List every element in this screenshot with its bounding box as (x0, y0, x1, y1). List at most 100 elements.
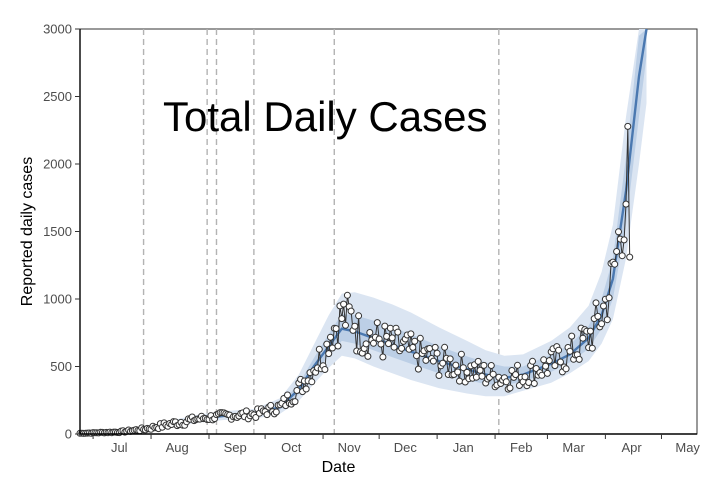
observed-point (291, 398, 299, 406)
observed-point (489, 370, 497, 378)
observed-point (340, 300, 348, 308)
observed-point (474, 357, 482, 365)
observed-point (600, 302, 607, 310)
observed-point (252, 414, 260, 421)
observed-point (529, 357, 536, 365)
axes (79, 29, 697, 435)
observed-point (476, 366, 484, 374)
observed-point (364, 352, 372, 360)
x-tick-label: Mar (562, 440, 585, 455)
observed-point (603, 316, 611, 324)
observed-point (433, 349, 441, 357)
observed-point (439, 359, 447, 367)
observed-point (328, 344, 336, 352)
observed-point (431, 343, 439, 351)
observed-point (347, 307, 355, 315)
observed-point (545, 357, 553, 365)
observed-point (514, 361, 521, 369)
observed-point (478, 372, 486, 380)
observed-point (426, 345, 434, 352)
observed-point (390, 343, 398, 351)
observed-point (441, 343, 449, 351)
y-tick-label: 3000 (43, 22, 72, 37)
observed-point (579, 334, 587, 342)
x-axis-ticks: Jul Aug Sep Oct Nov Dec Jan Feb Mar Apr May (92, 434, 700, 455)
observed-point (594, 312, 602, 320)
observed-point (407, 330, 415, 338)
observed-point (446, 355, 454, 363)
observed-point (588, 344, 596, 352)
observed-point (398, 344, 406, 352)
observed-point (459, 364, 467, 372)
x-tick-label: Aug (166, 440, 189, 455)
observed-point (530, 380, 538, 387)
observed-point (538, 371, 546, 379)
observed-point (543, 369, 551, 377)
observed-point (624, 122, 632, 130)
observed-point (613, 248, 621, 255)
observed-point (362, 340, 370, 348)
observed-point (263, 411, 271, 419)
x-tick-label: Oct (281, 440, 302, 455)
observed-point (540, 356, 548, 364)
y-tick-label: 500 (50, 359, 72, 374)
observed-point (342, 321, 349, 329)
observed-point (351, 322, 359, 330)
observed-point (323, 340, 331, 348)
observed-point (414, 365, 422, 373)
observed-point (308, 378, 316, 386)
observed-point (343, 291, 351, 299)
observed-point (611, 260, 619, 268)
x-tick-label: Feb (510, 440, 532, 455)
y-axis-title: Reported daily cases (19, 157, 36, 306)
observed-point (557, 358, 564, 366)
observed-point (383, 332, 391, 340)
observed-point (429, 357, 437, 365)
observed-point (293, 387, 301, 394)
observed-point (338, 315, 346, 323)
x-tick-label: Apr (621, 440, 642, 455)
observed-point (598, 320, 606, 328)
observed-point (525, 379, 533, 386)
observed-point (370, 339, 377, 347)
observed-point (480, 361, 488, 369)
observed-point (456, 377, 463, 385)
observed-point (321, 366, 329, 373)
observed-point (302, 385, 310, 393)
observed-point (620, 236, 628, 244)
observed-point (411, 337, 419, 345)
observed-point (332, 325, 340, 333)
observed-point (592, 299, 600, 307)
observed-point (555, 346, 563, 354)
observed-point (542, 362, 550, 370)
observed-point (385, 340, 392, 348)
observed-point (586, 327, 594, 335)
observed-point (325, 350, 333, 358)
observed-point (327, 333, 334, 341)
observed-point (272, 408, 280, 416)
x-tick-label: May (675, 440, 700, 455)
x-tick-label: Jul (111, 440, 128, 455)
y-tick-label: 0 (65, 427, 72, 442)
observed-point (366, 329, 374, 336)
y-axis-ticks: 0 500 1000 1500 2000 2500 3000 (43, 22, 80, 442)
observed-point (379, 353, 387, 361)
observed-point (315, 345, 323, 353)
x-axis-title: Date (322, 459, 356, 476)
observed-point (373, 319, 381, 327)
observed-point (521, 373, 529, 381)
observed-point (463, 368, 471, 376)
observed-point (435, 372, 443, 379)
observed-point (502, 378, 510, 386)
observed-point (566, 347, 574, 355)
observed-point (355, 312, 363, 320)
observed-point (454, 368, 462, 376)
x-tick-label: Jan (453, 440, 474, 455)
observed-point (605, 294, 613, 302)
observed-point (615, 228, 622, 236)
observed-point (487, 362, 495, 369)
y-tick-label: 1500 (43, 224, 72, 239)
observed-point (472, 373, 480, 381)
y-tick-label: 2500 (43, 89, 72, 104)
